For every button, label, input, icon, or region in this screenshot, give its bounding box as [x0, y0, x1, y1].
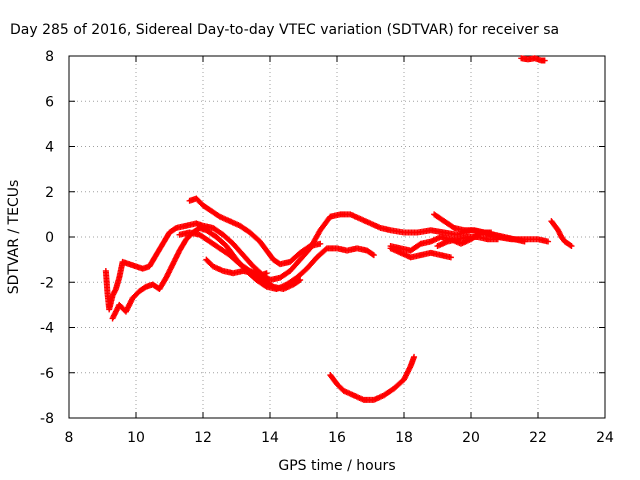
data-point — [369, 251, 376, 258]
data-point — [447, 254, 454, 261]
x-tick-label: 10 — [127, 430, 145, 446]
y-tick-label: 8 — [45, 49, 54, 65]
x-tick-label: 18 — [395, 430, 413, 446]
x-tick-label: 14 — [261, 430, 279, 446]
data-point — [568, 243, 575, 250]
data-point — [263, 270, 270, 277]
y-axis-label: SDTVAR / TECUs — [6, 180, 22, 295]
data-points — [102, 55, 575, 403]
y-tick-label: 6 — [45, 94, 54, 110]
y-tick-label: -8 — [40, 411, 54, 427]
data-point — [541, 57, 548, 64]
x-axis-label: GPS time / hours — [278, 458, 395, 474]
x-tick-label: 12 — [194, 430, 212, 446]
chart-title: Day 285 of 2016, Sidereal Day-to-day VTE… — [10, 22, 559, 38]
data-point — [521, 238, 528, 245]
data-point — [296, 277, 303, 284]
data-point — [545, 238, 552, 245]
data-point — [567, 242, 574, 249]
y-tick-label: -6 — [40, 366, 54, 382]
y-tick-label: 2 — [45, 185, 54, 201]
y-tick-label: 0 — [45, 230, 54, 246]
data-point — [370, 252, 377, 259]
y-tick-label: 4 — [45, 140, 54, 156]
x-tick-label: 8 — [65, 430, 74, 446]
y-tick-label: -2 — [40, 275, 54, 291]
x-tick-label: 22 — [529, 430, 547, 446]
data-point — [494, 236, 501, 243]
data-point — [297, 276, 304, 283]
data-point — [411, 353, 418, 360]
x-tick-label: 16 — [328, 430, 346, 446]
data-point — [317, 240, 324, 247]
y-tick-label: -4 — [40, 321, 54, 337]
x-tick-label: 20 — [462, 430, 480, 446]
x-tick-label: 24 — [596, 430, 614, 446]
